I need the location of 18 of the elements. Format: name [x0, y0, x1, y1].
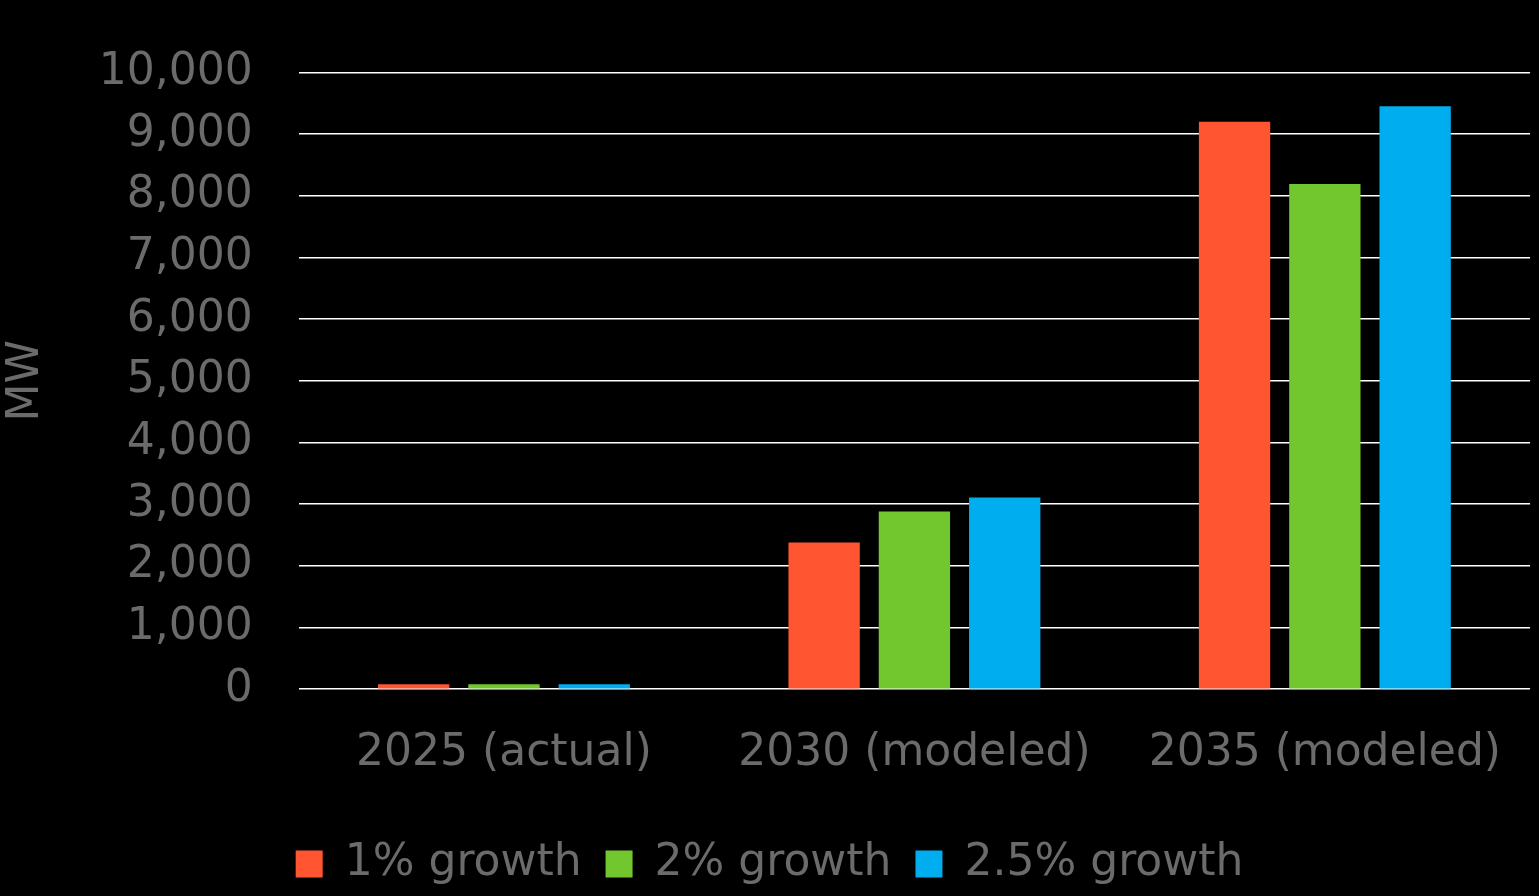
legend-label: 2% growth [654, 834, 892, 886]
y-axis-title: MW [0, 340, 48, 422]
y-tick-label: 0 [224, 659, 253, 711]
y-tick-label: 4,000 [126, 412, 253, 464]
x-tick-label: 2035 (modeled) [1148, 724, 1502, 776]
y-tick-label: 9,000 [126, 104, 253, 156]
legend-label: 1% growth [344, 834, 582, 886]
y-tick-label: 1,000 [126, 597, 253, 649]
y-tick-label: 6,000 [126, 289, 253, 341]
y-tick-label: 7,000 [126, 227, 253, 279]
x-tick-label: 2030 (modeled) [738, 724, 1091, 776]
y-tick-label: 5,000 [126, 351, 253, 403]
y-tick-label: 2,000 [126, 536, 253, 588]
x-tick-label: 2025 (actual) [356, 724, 652, 776]
y-tick-label: 3,000 [126, 474, 253, 526]
y-tick-label: 10,000 [98, 42, 253, 94]
y-tick-label: 8,000 [126, 166, 253, 218]
legend-label: 2.5% growth [964, 834, 1244, 886]
